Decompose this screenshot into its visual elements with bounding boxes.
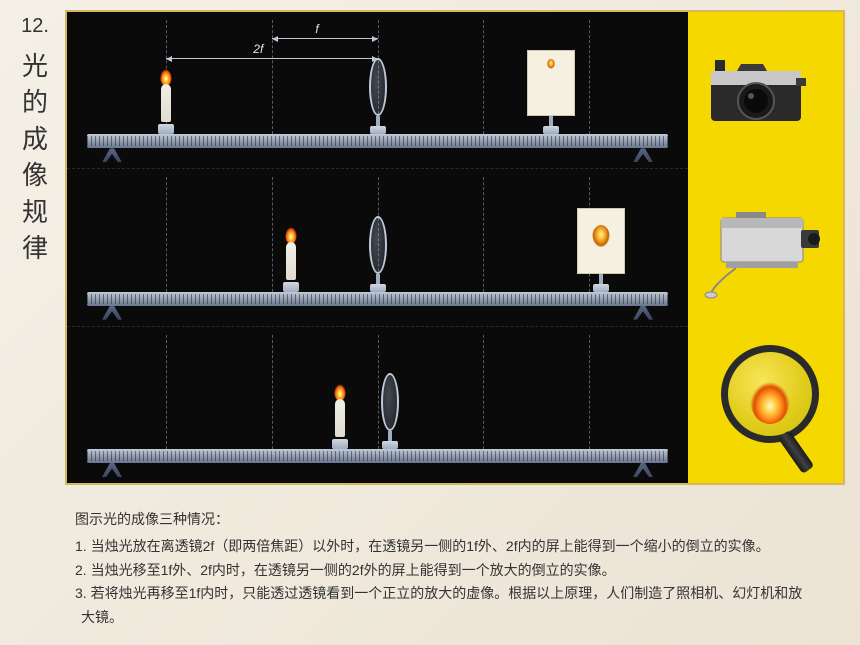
lens-3: [381, 373, 399, 449]
figure-area: 12. 光 的 成 像 规 律 f: [15, 10, 845, 485]
screen-2: [576, 208, 626, 292]
flame-icon: [160, 62, 172, 86]
lens-1: [369, 58, 387, 134]
experiment-panel: f 2f: [67, 12, 688, 483]
flame-icon: [334, 377, 346, 401]
real-image-large: [592, 225, 610, 257]
optical-bench-2: [87, 292, 668, 306]
candle-2: [283, 220, 299, 292]
optical-bench-1: [87, 134, 668, 148]
candle-3: [332, 377, 348, 449]
optical-bench-3: [87, 449, 668, 463]
flame-icon: [285, 220, 297, 244]
caption-item-1: 1. 当烛光放在离透镜2f（即两倍焦距）以外时，在透镜另一侧的1f外、2f内的屏…: [75, 535, 810, 559]
device-camera: [688, 12, 843, 169]
title-text: 光 的 成 像 规 律: [15, 48, 55, 266]
label-f: f: [315, 22, 318, 36]
caption-item-3: 3. 若将烛光再移至1f内时，只能透过透镜看到一个正立的放大的虚像。根据以上原理…: [75, 582, 810, 630]
content-wrapper: 12. 光 的 成 像 规 律 f: [15, 10, 845, 485]
device-panel: [688, 12, 843, 483]
caption-item-2: 2. 当烛光移至1f外、2f内时，在透镜另一侧的2f外的屏上能得到一个放大的倒立…: [75, 559, 810, 583]
real-image-small: [547, 59, 555, 73]
caption-title: 图示光的成像三种情况：: [75, 508, 810, 532]
caption-area: 图示光的成像三种情况： 1. 当烛光放在离透镜2f（即两倍焦距）以外时，在透镜另…: [75, 508, 810, 630]
lens-2: [369, 216, 387, 292]
experiment-row-1: f 2f: [67, 12, 688, 169]
camera-icon: [701, 46, 831, 136]
main-diagram: f 2f: [65, 10, 845, 485]
projector-icon: [696, 188, 836, 308]
title-column: 12. 光 的 成 像 规 律: [15, 10, 55, 485]
magnifier-icon: [711, 340, 821, 470]
screen-1: [526, 50, 576, 134]
device-magnifier: [688, 326, 843, 483]
experiment-row-2: [67, 169, 688, 326]
label-2f: 2f: [253, 42, 263, 56]
candle-1: [158, 62, 174, 134]
experiment-row-3: [67, 327, 688, 483]
device-projector: [688, 169, 843, 326]
virtual-image-flame: [750, 364, 790, 424]
title-number: 12.: [15, 15, 55, 38]
